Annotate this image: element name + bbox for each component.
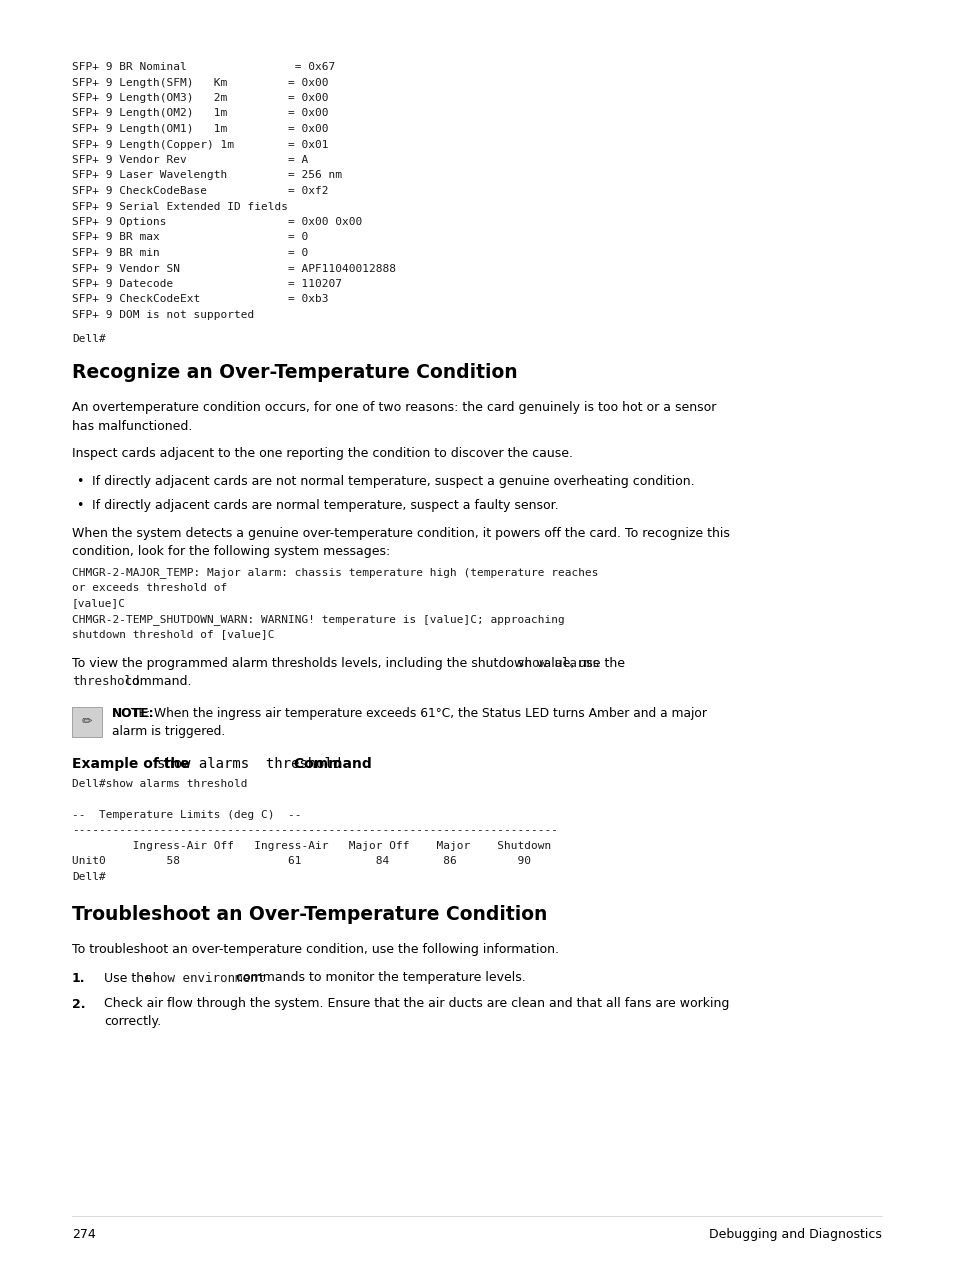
Text: ✏: ✏ xyxy=(82,715,92,729)
Text: SFP+ 9 Options                  = 0x00 0x00: SFP+ 9 Options = 0x00 0x00 xyxy=(71,217,362,227)
Text: SFP+ 9 BR max                   = 0: SFP+ 9 BR max = 0 xyxy=(71,232,308,242)
Text: show alarms  threshold: show alarms threshold xyxy=(157,757,341,771)
Text: SFP+ 9 CheckCodeExt             = 0xb3: SFP+ 9 CheckCodeExt = 0xb3 xyxy=(71,294,328,304)
Text: Troubleshoot an Over-Temperature Condition: Troubleshoot an Over-Temperature Conditi… xyxy=(71,905,547,924)
Text: show alarms: show alarms xyxy=(517,657,599,670)
Text: Check air flow through the system. Ensure that the air ducts are clean and that : Check air flow through the system. Ensur… xyxy=(104,998,729,1011)
Text: [value]C: [value]C xyxy=(71,598,126,609)
Text: Inspect cards adjacent to the one reporting the condition to discover the cause.: Inspect cards adjacent to the one report… xyxy=(71,448,573,460)
Text: SFP+ 9 Vendor Rev               = A: SFP+ 9 Vendor Rev = A xyxy=(71,155,308,165)
Text: 274: 274 xyxy=(71,1227,95,1241)
Text: CHMGR-2-TEMP_SHUTDOWN_WARN: WARNING! temperature is [value]C; approaching: CHMGR-2-TEMP_SHUTDOWN_WARN: WARNING! tem… xyxy=(71,614,564,625)
Text: commands to monitor the temperature levels.: commands to monitor the temperature leve… xyxy=(232,971,525,984)
Text: Dell#: Dell# xyxy=(71,872,106,883)
Text: •: • xyxy=(76,500,83,512)
Text: shutdown threshold of [value]C: shutdown threshold of [value]C xyxy=(71,629,274,639)
Text: SFP+ 9 CheckCodeBase            = 0xf2: SFP+ 9 CheckCodeBase = 0xf2 xyxy=(71,186,328,197)
Text: •: • xyxy=(76,476,83,488)
Text: To view the programmed alarm thresholds levels, including the shutdown value, us: To view the programmed alarm thresholds … xyxy=(71,657,628,670)
Text: 2.: 2. xyxy=(71,998,86,1011)
Text: SFP+ 9 Length(OM1)   1m         = 0x00: SFP+ 9 Length(OM1) 1m = 0x00 xyxy=(71,124,328,134)
Text: condition, look for the following system messages:: condition, look for the following system… xyxy=(71,545,390,558)
Text: --  Temperature Limits (deg C)  --: -- Temperature Limits (deg C) -- xyxy=(71,810,301,820)
Text: 1.: 1. xyxy=(71,971,86,984)
Text: If directly adjacent cards are not normal temperature, suspect a genuine overhea: If directly adjacent cards are not norma… xyxy=(91,476,694,488)
Text: SFP+ 9 Datecode                 = 110207: SFP+ 9 Datecode = 110207 xyxy=(71,279,341,289)
Text: Unit0         58                61           84        86         90: Unit0 58 61 84 86 90 xyxy=(71,856,531,866)
Text: command.: command. xyxy=(121,675,192,689)
Text: Command: Command xyxy=(289,757,372,771)
Text: SFP+ 9 DOM is not supported: SFP+ 9 DOM is not supported xyxy=(71,309,254,320)
Text: If directly adjacent cards are normal temperature, suspect a faulty sensor.: If directly adjacent cards are normal te… xyxy=(91,500,558,512)
Text: When the system detects a genuine over-temperature condition, it powers off the : When the system detects a genuine over-t… xyxy=(71,527,729,540)
Text: SFP+ 9 Laser Wavelength         = 256 nm: SFP+ 9 Laser Wavelength = 256 nm xyxy=(71,170,341,180)
Text: Debugging and Diagnostics: Debugging and Diagnostics xyxy=(708,1227,882,1241)
Text: correctly.: correctly. xyxy=(104,1016,161,1028)
Bar xyxy=(71,708,102,737)
Text: CHMGR-2-MAJOR_TEMP: Major alarm: chassis temperature high (temperature reaches: CHMGR-2-MAJOR_TEMP: Major alarm: chassis… xyxy=(71,568,598,578)
Text: Use the: Use the xyxy=(104,971,155,984)
Text: Dell#show alarms threshold: Dell#show alarms threshold xyxy=(71,779,247,789)
Text: NOTE: When the ingress air temperature exceeds 61°C, the Status LED turns Amber : NOTE: When the ingress air temperature e… xyxy=(112,708,706,720)
Text: show environment: show environment xyxy=(145,971,265,984)
Text: SFP+ 9 Length(OM2)   1m         = 0x00: SFP+ 9 Length(OM2) 1m = 0x00 xyxy=(71,109,328,118)
Text: To troubleshoot an over-temperature condition, use the following information.: To troubleshoot an over-temperature cond… xyxy=(71,943,558,956)
Text: ------------------------------------------------------------------------: ----------------------------------------… xyxy=(71,825,558,836)
Text: SFP+ 9 Length(OM3)   2m         = 0x00: SFP+ 9 Length(OM3) 2m = 0x00 xyxy=(71,93,328,103)
Text: Recognize an Over-Temperature Condition: Recognize an Over-Temperature Condition xyxy=(71,364,517,383)
Text: alarm is triggered.: alarm is triggered. xyxy=(112,725,225,738)
Text: SFP+ 9 BR Nominal                = 0x67: SFP+ 9 BR Nominal = 0x67 xyxy=(71,62,335,72)
Text: Example of the: Example of the xyxy=(71,757,194,771)
Text: SFP+ 9 Length(Copper) 1m        = 0x01: SFP+ 9 Length(Copper) 1m = 0x01 xyxy=(71,139,328,150)
Text: has malfunctioned.: has malfunctioned. xyxy=(71,420,193,432)
Text: An overtemperature condition occurs, for one of two reasons: the card genuinely : An overtemperature condition occurs, for… xyxy=(71,402,716,415)
Text: SFP+ 9 Length(SFM)   Km         = 0x00: SFP+ 9 Length(SFM) Km = 0x00 xyxy=(71,77,328,87)
Text: SFP+ 9 BR min                   = 0: SFP+ 9 BR min = 0 xyxy=(71,249,308,257)
Text: SFP+ 9 Vendor SN                = APF11040012888: SFP+ 9 Vendor SN = APF11040012888 xyxy=(71,264,395,274)
Text: NOTE:: NOTE: xyxy=(112,708,154,720)
Text: or exceeds threshold of: or exceeds threshold of xyxy=(71,583,227,593)
Text: Ingress-Air Off   Ingress-Air   Major Off    Major    Shutdown: Ingress-Air Off Ingress-Air Major Off Ma… xyxy=(71,841,551,851)
Text: SFP+ 9 Serial Extended ID fields: SFP+ 9 Serial Extended ID fields xyxy=(71,202,288,212)
Text: Dell#: Dell# xyxy=(71,333,106,344)
Text: threshold: threshold xyxy=(71,675,139,689)
